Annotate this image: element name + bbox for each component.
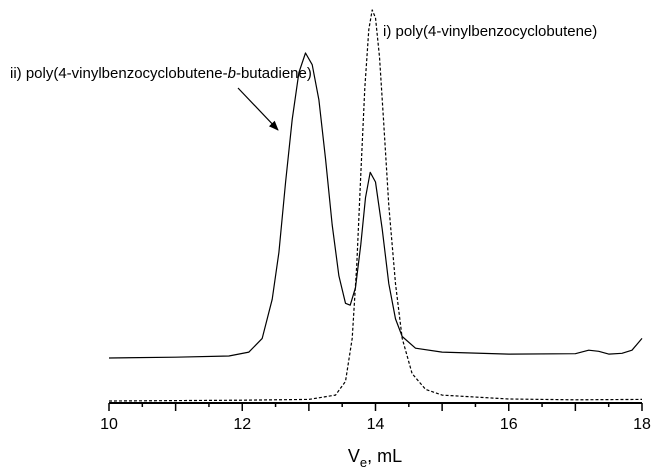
annotation-label-ii-italic: b [228, 65, 236, 82]
annotation-label-ii: ii) poly(4-vinylbenzocyclobutene-b-butad… [10, 65, 312, 82]
x-tick-label: 10 [100, 416, 118, 433]
x-tick-label: 12 [233, 416, 251, 433]
series-layer [108, 9, 643, 402]
x-axis-ticks: 10 12 14 16 18 [100, 403, 651, 433]
annotation-label-ii-part1: ii) poly(4-vinylbenzocyclobutene- [10, 65, 228, 82]
x-axis-title-subscript: e [360, 455, 367, 470]
annotation-label-i: i) poly(4-vinylbenzocyclobutene) [383, 23, 597, 40]
x-tick-label: 14 [367, 416, 385, 433]
x-tick-label: 18 [633, 416, 651, 433]
x-axis-title-main: V [348, 446, 360, 466]
annotation-label-ii-part2: -butadiene) [236, 65, 312, 82]
x-tick-label: 16 [500, 416, 518, 433]
x-axis-title-unit: , mL [367, 446, 402, 466]
x-axis-title: Ve, mL [348, 446, 402, 470]
annotation-arrow [237, 87, 279, 131]
series-line-block-copolymer [108, 52, 643, 359]
